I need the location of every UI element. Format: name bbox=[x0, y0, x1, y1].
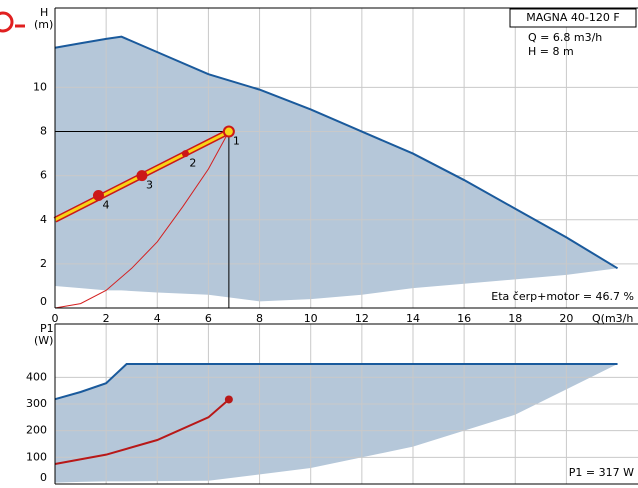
y-axis-label: (W) bbox=[34, 334, 53, 347]
y-axis-label: H bbox=[40, 6, 48, 19]
info-box bbox=[509, 8, 637, 28]
x-tick-label: 14 bbox=[406, 312, 420, 325]
y-tick-label: 6 bbox=[40, 169, 47, 182]
x-tick-label: 18 bbox=[508, 312, 522, 325]
x-tick-label: 10 bbox=[304, 312, 318, 325]
y-axis-label: P1 bbox=[40, 322, 54, 335]
curve bbox=[54, 131, 230, 309]
y-tick-label: 200 bbox=[26, 424, 47, 437]
curve-point bbox=[92, 190, 104, 201]
curve bbox=[54, 363, 618, 401]
info-line: H = 8 m bbox=[528, 45, 574, 58]
end-point bbox=[224, 395, 233, 404]
x-tick-label: 12 bbox=[355, 312, 369, 325]
x-tick-label: 2 bbox=[103, 312, 110, 325]
x-tick-label: 0 bbox=[52, 312, 59, 325]
y-tick-label: 100 bbox=[26, 450, 47, 463]
y-tick-label: 10 bbox=[33, 80, 47, 93]
y-tick-label: 8 bbox=[40, 125, 47, 138]
y-tick-label: 4 bbox=[40, 213, 47, 226]
y-tick-label: 300 bbox=[26, 397, 47, 410]
curve-point bbox=[181, 150, 189, 158]
note: Eta čerp+motor = 46.7 % bbox=[491, 290, 634, 303]
y-tick-label: 0 bbox=[40, 295, 47, 308]
note: P1 = 317 W bbox=[569, 466, 634, 479]
point-label: 4 bbox=[102, 199, 109, 212]
x-tick-label: 16 bbox=[457, 312, 471, 325]
x-tick-label: 20 bbox=[559, 312, 573, 325]
y-tick-label: 400 bbox=[26, 370, 47, 383]
point-label: 1 bbox=[233, 135, 240, 148]
point-label: 3 bbox=[146, 179, 153, 192]
x-tick-label: 8 bbox=[256, 312, 263, 325]
y-axis-label: (m) bbox=[34, 18, 53, 31]
curve bbox=[54, 398, 230, 465]
x-tick-label: 4 bbox=[154, 312, 161, 325]
operating-area bbox=[55, 364, 618, 483]
curve-point bbox=[136, 170, 148, 182]
y-tick-label: 0 bbox=[40, 471, 47, 484]
status-icon bbox=[0, 11, 14, 33]
curve bbox=[54, 35, 619, 270]
duty-point bbox=[222, 125, 235, 138]
info-title: MAGNA 40-120 F bbox=[526, 11, 619, 24]
info-line: Q = 6.8 m3/h bbox=[528, 31, 602, 44]
point-label: 2 bbox=[189, 157, 196, 170]
x-axis-label: Q(m3/h bbox=[592, 312, 633, 325]
y-tick-label: 2 bbox=[40, 257, 47, 270]
x-tick-label: 6 bbox=[205, 312, 212, 325]
operating-area bbox=[55, 36, 618, 302]
